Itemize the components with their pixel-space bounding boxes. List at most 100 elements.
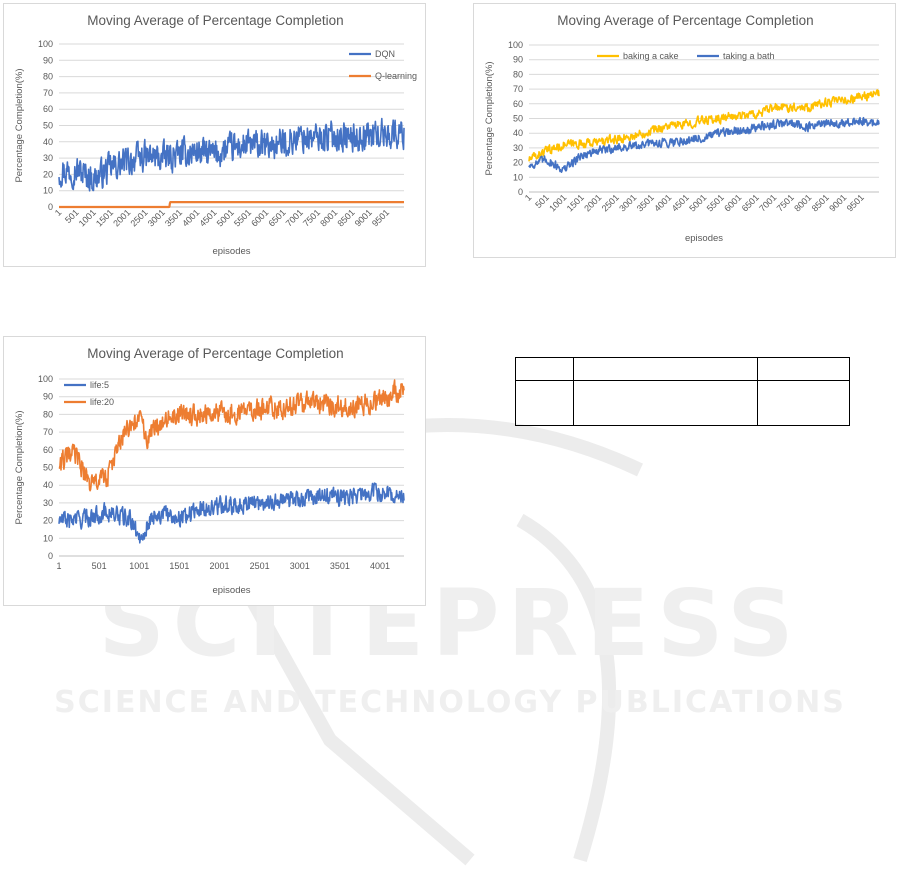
table-cell — [515, 380, 574, 426]
y-tick-label: 100 — [38, 374, 53, 384]
y-tick-label: 20 — [43, 169, 53, 179]
x-tick-label: 6001 — [249, 207, 270, 228]
y-tick-label: 90 — [43, 392, 53, 402]
x-tick-label: 7501 — [301, 207, 322, 228]
y-tick-label: 70 — [513, 84, 523, 94]
x-tick-label: 9001 — [827, 192, 848, 213]
legend-label: baking a cake — [623, 51, 679, 61]
x-tick-label: 8501 — [810, 192, 831, 213]
x-tick-label: 7001 — [757, 192, 778, 213]
x-tick-label: 9501 — [370, 207, 391, 228]
y-tick-label: 10 — [43, 533, 53, 543]
table-cell — [573, 357, 758, 381]
x-tick-label: 501 — [92, 561, 107, 571]
legend-label: life:20 — [90, 397, 114, 407]
y-tick-label: 80 — [513, 69, 523, 79]
x-tick-label: 2501 — [128, 207, 149, 228]
y-tick-label: 80 — [43, 72, 53, 82]
x-axis-label: episodes — [212, 585, 250, 596]
series-line — [58, 482, 405, 544]
series-line — [58, 201, 405, 209]
x-tick-label: 5501 — [232, 207, 253, 228]
x-tick-label: 2501 — [600, 192, 621, 213]
watermark-subtitle: SCIENCE AND TECHNOLOGY PUBLICATIONS — [54, 685, 846, 720]
y-tick-label: 40 — [513, 128, 523, 138]
chart-title: Moving Average of Percentage Completion — [87, 13, 343, 28]
legend-label: Q-learning — [375, 71, 417, 81]
x-tick-label: 2001 — [111, 207, 132, 228]
y-tick-label: 0 — [48, 202, 53, 212]
series-line — [528, 116, 880, 173]
x-tick-label: 1 — [53, 207, 64, 218]
x-tick-label: 1501 — [169, 561, 189, 571]
x-tick-label: 9001 — [353, 207, 374, 228]
empty-table — [515, 357, 850, 426]
x-tick-label: 1 — [523, 192, 534, 203]
x-tick-label: 7501 — [775, 192, 796, 213]
y-tick-label: 40 — [43, 137, 53, 147]
series-line — [58, 117, 405, 192]
x-tick-label: 9501 — [845, 192, 866, 213]
y-tick-label: 80 — [43, 409, 53, 419]
chart-2-svg: Moving Average of Percentage Completion 0… — [484, 13, 880, 244]
x-tick-label: 1001 — [547, 192, 568, 213]
legend-label: DQN — [375, 49, 395, 59]
y-tick-label: 30 — [43, 498, 53, 508]
y-tick-label: 20 — [43, 516, 53, 526]
table-row — [515, 380, 850, 426]
legend-label: life:5 — [90, 380, 109, 390]
chart-cake-vs-bath: Moving Average of Percentage Completion 0… — [473, 3, 896, 258]
y-tick-label: 30 — [513, 143, 523, 153]
x-tick-label: 3001 — [617, 192, 638, 213]
x-tick-label: 3001 — [146, 207, 167, 228]
y-axis-label: Percentage Completion(%) — [14, 68, 25, 182]
chart-dqn-vs-qlearning: Moving Average of Percentage Completion 0… — [3, 3, 426, 267]
y-tick-label: 0 — [518, 187, 523, 197]
y-tick-label: 70 — [43, 427, 53, 437]
x-tick-label: 4501 — [197, 207, 218, 228]
y-tick-label: 70 — [43, 88, 53, 98]
x-tick-label: 3501 — [330, 561, 350, 571]
y-tick-label: 30 — [43, 153, 53, 163]
x-tick-label: 5501 — [705, 192, 726, 213]
x-axis-label: episodes — [685, 233, 723, 244]
y-tick-label: 50 — [43, 463, 53, 473]
x-tick-label: 1 — [56, 561, 61, 571]
chart-life5-vs-life20: Moving Average of Percentage Completion 0… — [3, 336, 426, 606]
x-tick-label: 8501 — [335, 207, 356, 228]
chart-3-svg: Moving Average of Percentage Completion 0… — [14, 346, 405, 596]
x-tick-label: 1501 — [565, 192, 586, 213]
x-tick-label: 4001 — [370, 561, 390, 571]
x-tick-label: 4001 — [652, 192, 673, 213]
x-tick-label: 3501 — [635, 192, 656, 213]
series-line — [58, 379, 405, 492]
legend-label: taking a bath — [723, 51, 775, 61]
x-tick-label: 3501 — [163, 207, 184, 228]
x-tick-label: 8001 — [318, 207, 339, 228]
x-tick-label: 4001 — [180, 207, 201, 228]
x-tick-label: 2501 — [250, 561, 270, 571]
y-tick-label: 10 — [513, 172, 523, 182]
y-tick-label: 40 — [43, 480, 53, 490]
x-tick-label: 4501 — [670, 192, 691, 213]
y-tick-label: 60 — [513, 99, 523, 109]
x-tick-label: 1001 — [129, 561, 149, 571]
y-tick-label: 90 — [513, 55, 523, 65]
y-tick-label: 20 — [513, 158, 523, 168]
y-tick-label: 10 — [43, 186, 53, 196]
series-line — [528, 89, 880, 162]
x-tick-label: 1501 — [94, 207, 115, 228]
x-tick-label: 6501 — [740, 192, 761, 213]
y-tick-label: 60 — [43, 104, 53, 114]
x-tick-label: 8001 — [792, 192, 813, 213]
x-tick-label: 5001 — [215, 207, 236, 228]
x-tick-label: 2001 — [209, 561, 229, 571]
table-cell — [757, 357, 850, 381]
chart-title: Moving Average of Percentage Completion — [87, 346, 343, 361]
y-tick-label: 90 — [43, 55, 53, 65]
y-tick-label: 50 — [513, 114, 523, 124]
x-tick-label: 5001 — [687, 192, 708, 213]
x-tick-label: 2001 — [582, 192, 603, 213]
chart-title: Moving Average of Percentage Completion — [557, 13, 813, 28]
x-axis-label: episodes — [212, 246, 250, 257]
